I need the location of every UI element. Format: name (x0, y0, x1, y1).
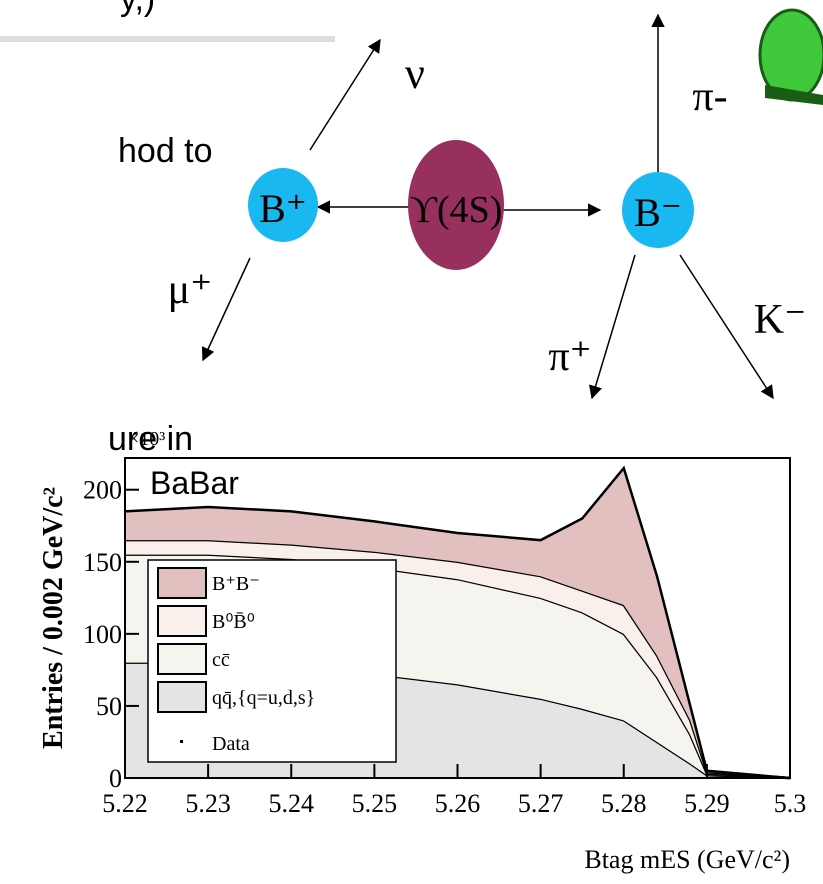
legend: B⁺B⁻ B⁰B̄⁰ cc̄ qq̄,{q=u,d,s} Data (147, 559, 397, 763)
x-tick-label: 5.24 (269, 789, 315, 818)
y-tick-label: 150 (83, 548, 122, 577)
fragment: ure in (108, 420, 193, 458)
legend-swatch (157, 605, 207, 637)
x-tick-label: 5.29 (684, 789, 730, 818)
x-tick-label: 5.28 (601, 789, 647, 818)
area (125, 540, 790, 778)
x-tick-label: 5.3 (774, 789, 807, 818)
particle (622, 172, 694, 248)
area (125, 468, 790, 778)
decay-label: ν (405, 49, 425, 98)
legend-swatch (157, 681, 207, 713)
plot-frame (124, 457, 791, 779)
legend-label: cc̄ (212, 649, 230, 671)
fragment: y,) (120, 0, 155, 18)
particle (408, 140, 504, 270)
decay-label: K⁻ (754, 297, 807, 343)
particle (248, 168, 318, 242)
y-multiplier: ×10³ (128, 428, 165, 450)
x-tick-label: 5.26 (435, 789, 481, 818)
legend-label: B⁺B⁻ (212, 573, 260, 595)
annotation: BaBar (150, 465, 239, 501)
arrow (309, 38, 381, 151)
decay-label: π- (692, 74, 727, 120)
legend-label: B⁰B̄⁰ (212, 611, 255, 633)
arrow (679, 254, 774, 400)
x-tick-label: 5.27 (518, 789, 564, 818)
legend-swatch (157, 643, 207, 675)
y-tick-label: 100 (83, 620, 122, 649)
y-tick-label: 50 (96, 692, 122, 721)
y-tick-label: 200 (83, 476, 122, 505)
particle-label: ϒ(4S) (410, 189, 503, 231)
x-tick-label: 5.23 (185, 789, 231, 818)
legend-label: qq̄,{q=u,d,s} (212, 687, 315, 709)
decay-diagram (201, 13, 774, 400)
cartoon-icon (758, 8, 823, 105)
arrow (589, 254, 636, 400)
decay-label: μ⁺ (168, 267, 213, 313)
particle-label: B⁺ (259, 186, 307, 231)
x-axis-label: Btag mES (GeV/c²) (584, 845, 790, 874)
y-axis-label: Entries / 0.002 GeV/c² (38, 487, 69, 749)
x-tick-label: 5.22 (102, 789, 148, 818)
x-tick-label: 5.25 (352, 789, 398, 818)
legend-swatch (180, 740, 183, 743)
decay-label: π⁺ (548, 334, 591, 380)
legend-label: Data (212, 733, 250, 755)
legend-swatch (157, 567, 207, 599)
series-line (124, 465, 791, 780)
fragment: hod to (118, 132, 213, 170)
y-tick-label: 0 (109, 764, 122, 793)
title-rule (0, 36, 335, 42)
arrow (201, 257, 251, 362)
particle-label: B⁻ (634, 190, 682, 235)
